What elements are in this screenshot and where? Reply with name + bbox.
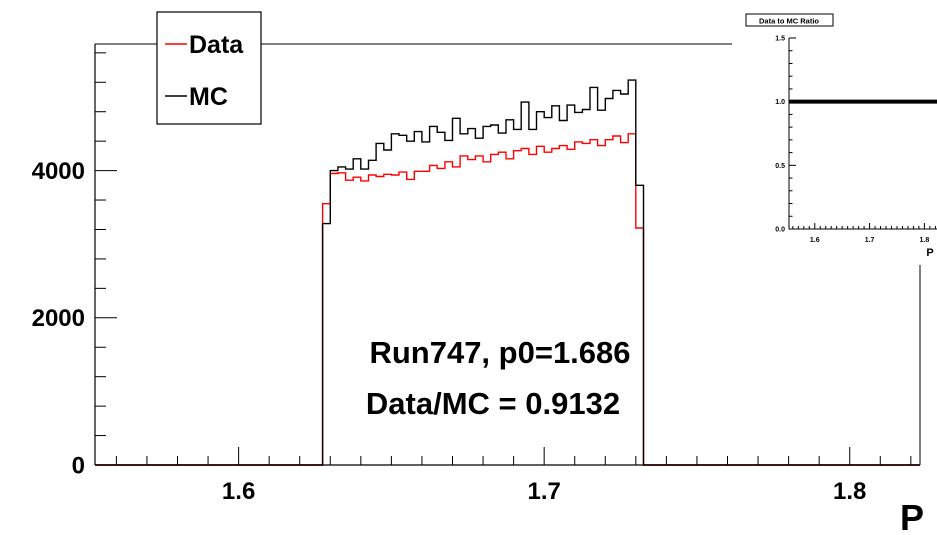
inset-pad — [732, 12, 937, 265]
main-tick-labels: 1.6 1.7 1.8 0 2000 4000 — [32, 158, 867, 505]
inset-y-tick-label: 1.0 — [775, 99, 785, 106]
main-series-mc-line — [95, 79, 920, 466]
inset-tick-labels: 1.6 1.7 1.8 0.0 0.5 1.0 1.5 — [775, 35, 929, 244]
inset-ratio-plot: 1.6 1.7 1.8 0.0 0.5 1.0 1.5 Data to MC Ratio P — [732, 12, 937, 265]
legend: Data MC — [156, 11, 262, 125]
annotation-ratio: Data/MC = 0.9132 — [366, 386, 620, 421]
main-series — [95, 79, 920, 466]
inset-x-tick-label: 1.8 — [920, 237, 930, 244]
inset-y-tick-label: 0.5 — [775, 163, 785, 170]
main-ticks — [95, 52, 912, 466]
annotation-run: Run747, p0=1.686 — [369, 335, 630, 370]
legend-mc-label: MC — [189, 83, 228, 111]
inset-x-tick-label: 1.7 — [865, 237, 875, 244]
main-x-tick-label: 1.7 — [527, 478, 560, 505]
main-series-data-line — [95, 133, 920, 466]
inset-title-box — [745, 13, 834, 27]
inset-x-tick-label: 1.6 — [810, 237, 820, 244]
main-x-tick-label: 1.8 — [833, 478, 866, 505]
main-y-tick-label: 4000 — [32, 158, 85, 185]
inset-y-tick-label: 1.5 — [775, 35, 785, 42]
legend-data-label: Data — [189, 31, 244, 59]
legend-box — [156, 11, 262, 125]
inset-x-axis-title: P — [926, 247, 933, 259]
main-x-axis-title: P — [900, 497, 924, 535]
main-y-tick-label: 2000 — [32, 305, 85, 332]
main-x-tick-label: 1.6 — [222, 478, 255, 505]
inset-y-tick-label: 0.0 — [775, 226, 785, 233]
inset-ticks — [789, 37, 936, 230]
inset-title: Data to MC Ratio — [759, 17, 819, 26]
main-y-tick-label: 0 — [72, 452, 85, 479]
